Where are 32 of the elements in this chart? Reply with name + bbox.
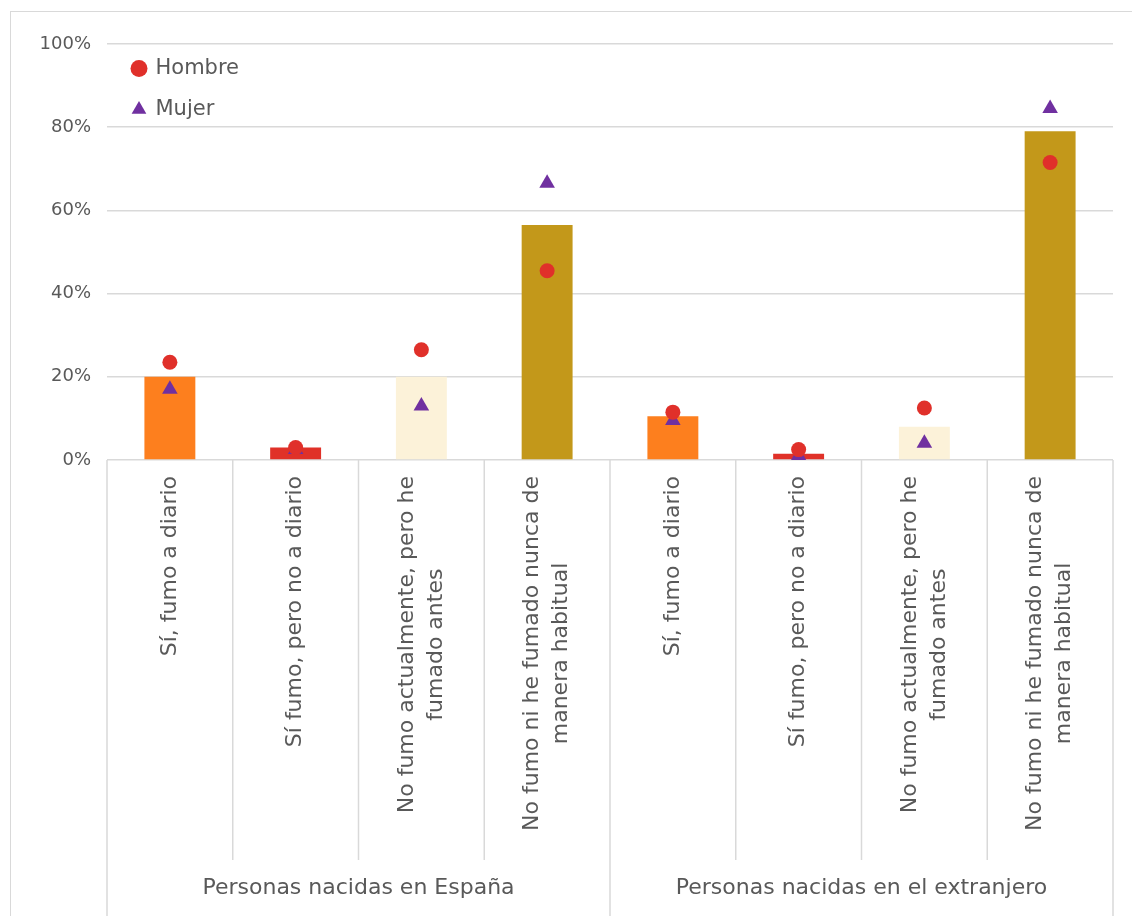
x-tick-label: No fumo actualmente, pero he fumado antes (392, 476, 447, 814)
point (1042, 99, 1058, 113)
bar (647, 416, 699, 460)
legend-label: Mujer (155, 95, 215, 120)
bar (395, 376, 447, 460)
legend-label: Hombre (155, 54, 240, 79)
y-tick-label: 40% (50, 281, 91, 303)
point (162, 354, 178, 370)
bar (521, 224, 573, 460)
bar (898, 426, 950, 460)
bar (144, 376, 196, 460)
x-tick-label: No fumo ni he fumado nunca de manera habitual (1021, 476, 1076, 831)
point (791, 442, 807, 458)
y-tick-label: 0% (62, 447, 91, 469)
x-tick-label: Sí fumo, pero no a diario (281, 476, 307, 748)
point (539, 263, 555, 279)
x-tick-label: No fumo actualmente, pero he fumado antes (895, 476, 950, 814)
y-tick-label: 100% (39, 31, 91, 53)
text: Personas nacidas en España (202, 873, 515, 899)
point (665, 404, 681, 420)
x-tick-label: Sí, fumo a diario (155, 475, 181, 657)
y-tick-label: 20% (50, 364, 91, 386)
x-tick-label: Sí fumo, pero no a diario (784, 476, 810, 748)
x-tick-label: Sí, fumo a diario (658, 475, 684, 657)
y-tick-label: 60% (50, 198, 91, 220)
x-tick-label: No fumo ni he fumado nunca de manera habitual (518, 476, 573, 831)
bar (1024, 131, 1076, 460)
y-tick-label: 80% (50, 114, 91, 136)
point (413, 342, 429, 358)
point (916, 400, 932, 416)
point (539, 174, 555, 188)
text: Personas nacidas en el extranjero (675, 873, 1048, 899)
